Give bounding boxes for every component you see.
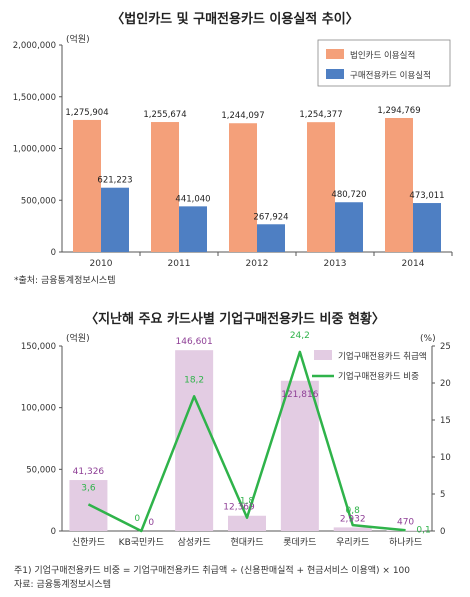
right-tick-label: 10 <box>440 453 451 463</box>
bar-value-label: 12,369 <box>223 503 255 513</box>
x-tick-label: KB국민카드 <box>119 537 164 548</box>
line-value-label: 0,1 <box>416 525 430 535</box>
bar-purchase <box>179 206 207 252</box>
right-tick-label: 25 <box>440 342 451 352</box>
data-label: 1,294,769 <box>377 106 420 116</box>
chart1-svg: (억원) 0 500,000 1,000,000 1,500,000 2,000,000 2… <box>13 33 453 269</box>
bar-value-label: 470 <box>397 517 414 527</box>
bar-value-label: 41,326 <box>73 467 105 477</box>
y-unit-label: (억원) <box>66 33 90 45</box>
bar-corporate <box>307 122 335 252</box>
x-tick-label: 2010 <box>90 259 113 269</box>
x-tick-label: 현대카드 <box>230 537 263 548</box>
bar-amount <box>386 530 425 531</box>
data-label: 480,720 <box>331 190 366 200</box>
chart2-source: 자료: 금융통계정보시스템 <box>14 580 111 590</box>
data-label: 1,275,904 <box>65 108 108 118</box>
legend-swatch <box>326 69 344 79</box>
data-label: 621,223 <box>97 176 132 186</box>
line-value-label: 0 <box>134 514 140 524</box>
legend-label: 기업구매전용카드 비중 <box>338 371 419 382</box>
chart1-title: 〈법인카드 및 구매전용카드 이용실적 추이〉 <box>111 12 359 27</box>
right-tick-label: 5 <box>440 490 445 500</box>
x-tick-label: 삼성카드 <box>178 537 211 548</box>
bar-amount <box>333 527 372 531</box>
left-tick-label: 50,000 <box>26 465 56 475</box>
chart2-title: 〈지난해 주요 카드사별 기업구매전용카드 비중 현황〉 <box>85 312 385 327</box>
legend-swatch <box>326 49 344 59</box>
bar-corporate <box>151 122 179 252</box>
left-tick-label: 0 <box>51 527 56 537</box>
bar-value-label: 146,601 <box>176 337 213 347</box>
right-tick-label: 0 <box>440 527 445 537</box>
bar-purchase <box>335 202 363 252</box>
data-label: 267,924 <box>253 212 288 222</box>
y-tick-label: 1,500,000 <box>13 93 56 103</box>
line-value-label: 18,2 <box>184 375 204 385</box>
y-tick-label: 2,000,000 <box>13 41 56 51</box>
left-tick-label: 150,000 <box>21 342 56 352</box>
bar-amount <box>228 515 266 531</box>
bar-value-label: 2,932 <box>340 514 366 524</box>
x-tick-label: 2011 <box>168 259 191 269</box>
x-tick-label: 2012 <box>246 259 269 269</box>
x-tick-label: 2013 <box>324 259 347 269</box>
y-tick-label: 0 <box>51 248 56 258</box>
bar-purchase <box>413 203 441 252</box>
bar-purchase <box>257 224 285 252</box>
line-value-label: 24,2 <box>290 331 310 341</box>
left-tick-label: 100,000 <box>21 404 56 414</box>
bar-corporate <box>229 123 257 252</box>
bar-value-label: 0 <box>148 518 154 528</box>
x-tick-label: 신한카드 <box>72 537 105 548</box>
data-label: 1,255,674 <box>143 110 186 120</box>
x-tick-label: 2014 <box>402 259 425 269</box>
data-label: 1,244,097 <box>221 111 264 121</box>
bar-amount <box>280 380 319 531</box>
chart1-source: *출처: 금융통계정보시스템 <box>14 276 116 286</box>
bar-corporate <box>73 119 101 252</box>
bar-purchase <box>101 187 129 252</box>
right-unit-label: (%) <box>420 334 436 344</box>
legend-label: 기업구매전용카드 취급액 <box>338 351 427 362</box>
line-value-label: 0,8 <box>346 506 361 516</box>
right-tick-label: 15 <box>440 416 451 426</box>
bar-value-label: 121,816 <box>281 390 318 400</box>
data-label: 441,040 <box>175 194 210 204</box>
bar-amount <box>175 350 214 531</box>
legend-swatch-bar <box>314 350 332 360</box>
y-tick-label: 500,000 <box>21 196 56 206</box>
right-tick-label: 20 <box>440 379 451 389</box>
x-tick-label: 하나카드 <box>389 537 422 548</box>
legend-label: 법인카드 이용실적 <box>350 50 415 61</box>
line-value-label: 1,8 <box>240 497 255 507</box>
legend-label: 구매전용카드 이용실적 <box>350 70 431 81</box>
line-value-label: 3,6 <box>81 483 96 493</box>
data-label: 473,011 <box>409 191 444 201</box>
line-ratio <box>87 350 406 533</box>
data-label: 1,254,377 <box>299 110 342 120</box>
y-tick-label: 1,000,000 <box>13 145 56 155</box>
left-unit-label: (억원) <box>66 332 90 344</box>
x-tick-label: 롯데카드 <box>283 537 316 548</box>
chart2-note: 주1) 기업구매전용카드 비중 = 기업구매전용카드 취급액 ÷ (신용판매실적… <box>14 566 411 576</box>
bar-corporate <box>385 117 413 252</box>
x-tick-label: 우리카드 <box>336 537 369 548</box>
